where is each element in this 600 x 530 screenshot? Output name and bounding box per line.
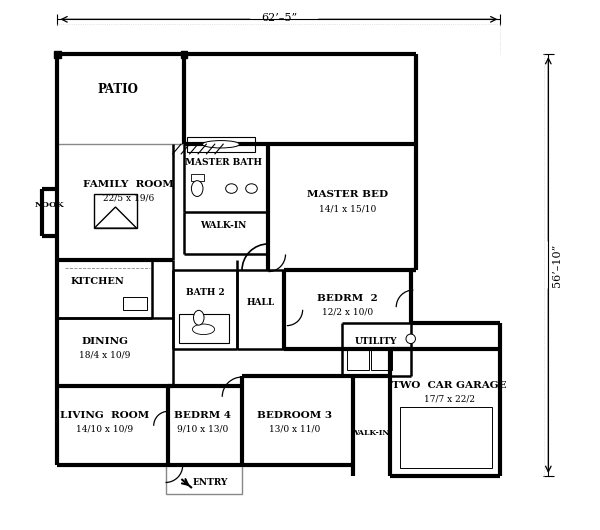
Text: KITCHEN: KITCHEN bbox=[70, 277, 124, 286]
Ellipse shape bbox=[193, 324, 215, 334]
Text: ENTRY: ENTRY bbox=[193, 478, 228, 487]
Text: TWO  CAR GARAGE: TWO CAR GARAGE bbox=[392, 381, 507, 390]
Text: BATH 2: BATH 2 bbox=[186, 288, 224, 297]
Text: BEDRM  2: BEDRM 2 bbox=[317, 294, 378, 303]
Bar bbox=[181, 51, 187, 58]
Text: 17/7 x 22/2: 17/7 x 22/2 bbox=[424, 395, 475, 404]
Bar bbox=[179, 314, 229, 343]
Text: 14/1 x 15/10: 14/1 x 15/10 bbox=[319, 204, 376, 213]
Text: WALK-IN: WALK-IN bbox=[350, 429, 389, 437]
Text: BEDRM 4: BEDRM 4 bbox=[174, 411, 231, 420]
Text: MASTER BATH: MASTER BATH bbox=[185, 158, 262, 167]
Text: UTILITY: UTILITY bbox=[355, 337, 398, 346]
Text: 9/10 x 13/0: 9/10 x 13/0 bbox=[177, 425, 228, 434]
Bar bbox=[124, 297, 147, 310]
Ellipse shape bbox=[406, 334, 415, 343]
Text: PATIO: PATIO bbox=[98, 83, 139, 96]
Text: 22/5 x 19/6: 22/5 x 19/6 bbox=[103, 193, 154, 202]
Text: MASTER BED: MASTER BED bbox=[307, 190, 388, 199]
Ellipse shape bbox=[202, 140, 239, 148]
Bar bbox=[166, 465, 242, 494]
Text: DINING: DINING bbox=[82, 337, 128, 346]
Bar bbox=[187, 137, 255, 152]
Text: 62’–5”: 62’–5” bbox=[261, 13, 297, 23]
Text: FAMILY  ROOM: FAMILY ROOM bbox=[83, 180, 174, 189]
Bar bbox=[191, 174, 204, 181]
Text: BEDROOM 3: BEDROOM 3 bbox=[257, 411, 332, 420]
Text: 12/2 x 10/0: 12/2 x 10/0 bbox=[322, 307, 373, 316]
Text: 18/4 x 10/9: 18/4 x 10/9 bbox=[79, 351, 131, 360]
Ellipse shape bbox=[226, 184, 237, 193]
Text: HALL: HALL bbox=[247, 298, 275, 307]
Bar bbox=[54, 51, 61, 58]
Text: 56’–10”: 56’–10” bbox=[552, 243, 562, 287]
Text: NOOK: NOOK bbox=[34, 201, 64, 209]
Text: LIVING  ROOM: LIVING ROOM bbox=[61, 411, 149, 420]
Ellipse shape bbox=[191, 181, 203, 197]
Ellipse shape bbox=[245, 184, 257, 193]
Bar bbox=[371, 349, 392, 370]
Polygon shape bbox=[94, 207, 137, 228]
Text: 13/0 x 11/0: 13/0 x 11/0 bbox=[269, 425, 320, 434]
Bar bbox=[58, 54, 184, 144]
Text: WALK-IN: WALK-IN bbox=[200, 221, 247, 230]
Bar bbox=[347, 349, 368, 370]
Text: 14/10 x 10/9: 14/10 x 10/9 bbox=[76, 425, 133, 434]
Bar bbox=[94, 194, 137, 228]
Ellipse shape bbox=[194, 311, 204, 325]
Bar bbox=[400, 408, 493, 468]
